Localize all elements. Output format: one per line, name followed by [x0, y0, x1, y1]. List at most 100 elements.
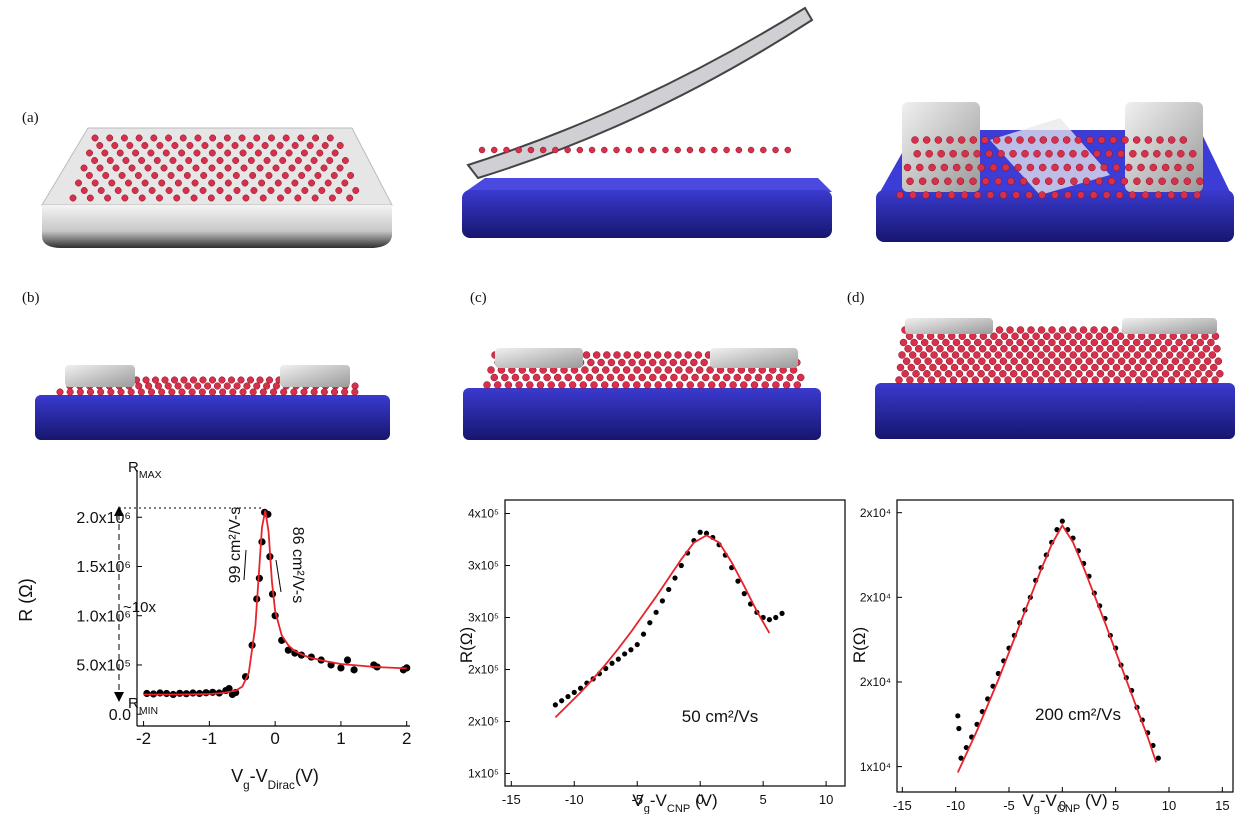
atom [600, 381, 609, 389]
atom [1085, 357, 1094, 365]
atom [1170, 345, 1179, 353]
data-point [779, 610, 785, 616]
atom [96, 164, 104, 172]
atom [1069, 150, 1077, 158]
atom [1021, 357, 1029, 365]
atom [97, 388, 105, 396]
atom [1026, 376, 1034, 384]
data-point [958, 755, 964, 761]
atom [1069, 363, 1078, 372]
data-point [163, 689, 171, 698]
y-tick-label: 3x10⁵ [468, 559, 499, 573]
data-point [571, 689, 577, 696]
y-tick-label: 2x10⁴ [860, 506, 891, 520]
atom [999, 370, 1007, 378]
atom [326, 157, 334, 164]
atom [141, 142, 149, 149]
atom [1140, 370, 1148, 378]
atom [579, 381, 588, 389]
atom [1177, 363, 1186, 372]
substrate [462, 190, 832, 238]
atom [1193, 191, 1201, 199]
contact-pad [905, 318, 993, 334]
atom [101, 149, 109, 157]
atom [669, 358, 677, 367]
x-axis-label-part: Dirac [268, 779, 295, 792]
x-axis-label-part: V [1022, 791, 1034, 810]
atom [511, 373, 520, 382]
atom [961, 363, 970, 372]
atom [952, 163, 961, 172]
atom [246, 376, 255, 384]
atom [1181, 345, 1189, 353]
atom [988, 370, 996, 378]
atom [247, 157, 255, 164]
y-tick-label: 1.0x10⁶ [76, 608, 131, 625]
atom [906, 376, 914, 384]
x-tick-label: -15 [502, 792, 521, 807]
atom [942, 338, 950, 347]
atom [107, 388, 115, 396]
x-tick-label: 10 [819, 792, 833, 807]
atom [1037, 351, 1045, 359]
atom [240, 164, 248, 172]
atom [200, 172, 208, 179]
y-axis-label: R(Ω) [850, 627, 869, 663]
atom [962, 351, 970, 359]
atom [233, 382, 241, 390]
atom [331, 149, 339, 157]
atom [1172, 370, 1181, 378]
atom [284, 187, 292, 194]
atom [483, 381, 491, 389]
atom [747, 146, 755, 154]
atom [326, 134, 334, 142]
atom [253, 382, 261, 390]
atom [999, 357, 1008, 365]
atom [1214, 357, 1223, 365]
atom [1080, 351, 1088, 359]
atom [1031, 357, 1040, 365]
x-tick-label: -2 [136, 729, 151, 748]
atom [665, 381, 673, 389]
fit-line [143, 510, 407, 696]
x-tick-label: 0 [270, 729, 279, 748]
atom [1137, 163, 1145, 172]
atom [1090, 191, 1098, 199]
atom [189, 376, 198, 384]
x-tick-label: -5 [631, 792, 643, 807]
atom [294, 194, 302, 202]
atom [308, 179, 316, 187]
atom [973, 191, 982, 199]
atom [575, 373, 583, 382]
atom [613, 146, 620, 154]
atom [310, 157, 318, 164]
atom [233, 187, 241, 194]
atom [1074, 136, 1083, 144]
contact-pad [1122, 318, 1217, 334]
atom [227, 376, 236, 384]
atom [911, 136, 919, 144]
atom [156, 142, 164, 149]
atom [207, 194, 215, 202]
atom [1042, 370, 1050, 378]
atom [504, 381, 513, 389]
atom [1123, 363, 1132, 372]
atom [148, 187, 156, 194]
atom [901, 370, 909, 378]
atom [1012, 191, 1020, 199]
atom [547, 381, 555, 389]
data-point [350, 666, 358, 674]
atom [272, 164, 280, 172]
atom [161, 376, 169, 384]
atom [935, 357, 943, 365]
atom [265, 172, 273, 179]
atom [648, 358, 657, 367]
atom [1091, 363, 1099, 372]
atom [1107, 177, 1116, 185]
atom [588, 146, 596, 154]
atom [1182, 357, 1190, 365]
atom [1057, 150, 1065, 158]
atom [955, 370, 964, 378]
atom [1096, 345, 1104, 353]
atom [1044, 177, 1053, 185]
